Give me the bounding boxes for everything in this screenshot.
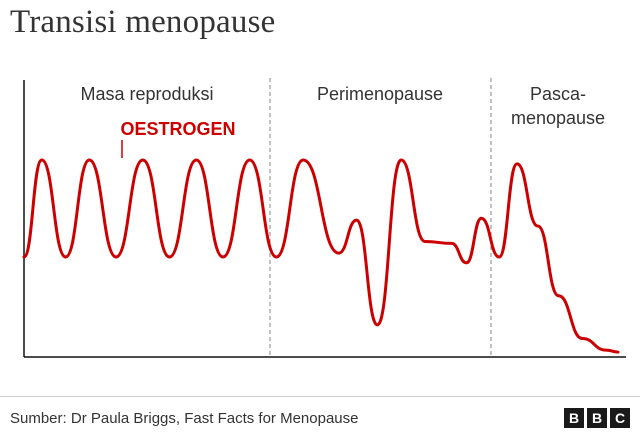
phase-label-postmenopause-line2: menopause xyxy=(511,108,605,128)
bbc-logo: B B C xyxy=(564,408,630,428)
phase-label-perimenopause: Perimenopause xyxy=(317,84,443,104)
footer-divider xyxy=(0,396,640,397)
oestrogen-line xyxy=(22,158,620,354)
logo-letter-2: B xyxy=(587,408,607,428)
series-label-oestrogen: OESTROGEN xyxy=(120,119,235,139)
logo-letter-3: C xyxy=(610,408,630,428)
source-note: Sumber: Dr Paula Briggs, Fast Facts for … xyxy=(10,410,359,427)
phase-label-reproductive: Masa reproduksi xyxy=(80,84,213,104)
logo-letter-1: B xyxy=(564,408,584,428)
phase-label-postmenopause-line1: Pasca- xyxy=(530,84,586,104)
chart-title: Transisi menopause xyxy=(10,4,276,40)
